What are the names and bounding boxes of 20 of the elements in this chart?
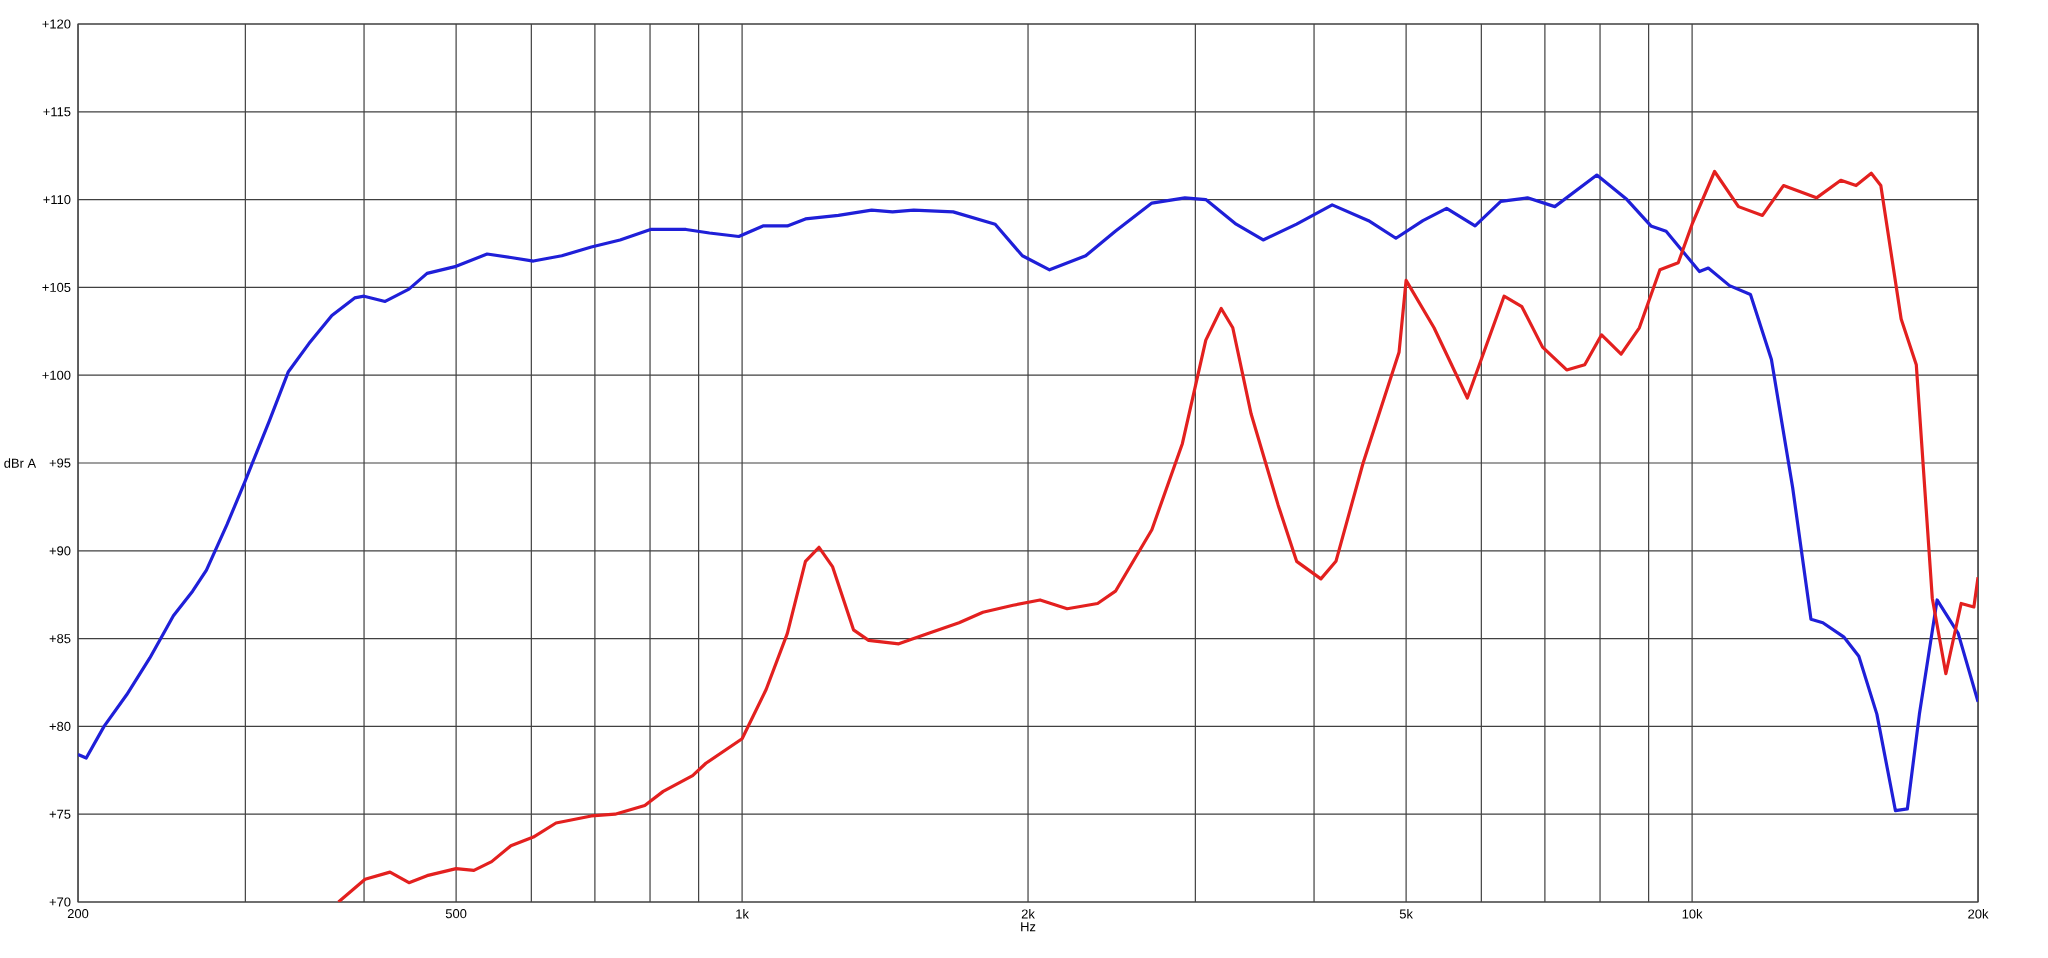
x-tick-label: 500 — [445, 909, 467, 919]
x-tick-label: 10k — [1682, 909, 1703, 919]
y-tick-label: +70 — [49, 897, 71, 907]
x-tick-label: 1k — [736, 909, 749, 919]
y-tick-label: +80 — [49, 721, 71, 731]
y-tick-label: +100 — [42, 370, 71, 380]
x-tick-label: 5k — [1399, 909, 1413, 919]
y-tick-label: +110 — [43, 195, 71, 205]
y-axis-title: dBr A — [4, 458, 37, 468]
x-tick-label: 2k — [1021, 909, 1035, 919]
x-axis-title: Hz — [1021, 922, 1036, 932]
y-tick-label: +115 — [43, 107, 71, 117]
y-tick-label: +95 — [49, 458, 71, 468]
x-tick-label: 20k — [1968, 909, 1989, 919]
x-tick-label: 200 — [67, 909, 89, 919]
y-tick-label: +90 — [49, 546, 71, 556]
y-tick-label: +105 — [42, 282, 71, 292]
y-tick-label: +120 — [42, 19, 71, 29]
y-tick-label: +75 — [49, 809, 71, 819]
y-tick-label: +85 — [49, 634, 71, 644]
